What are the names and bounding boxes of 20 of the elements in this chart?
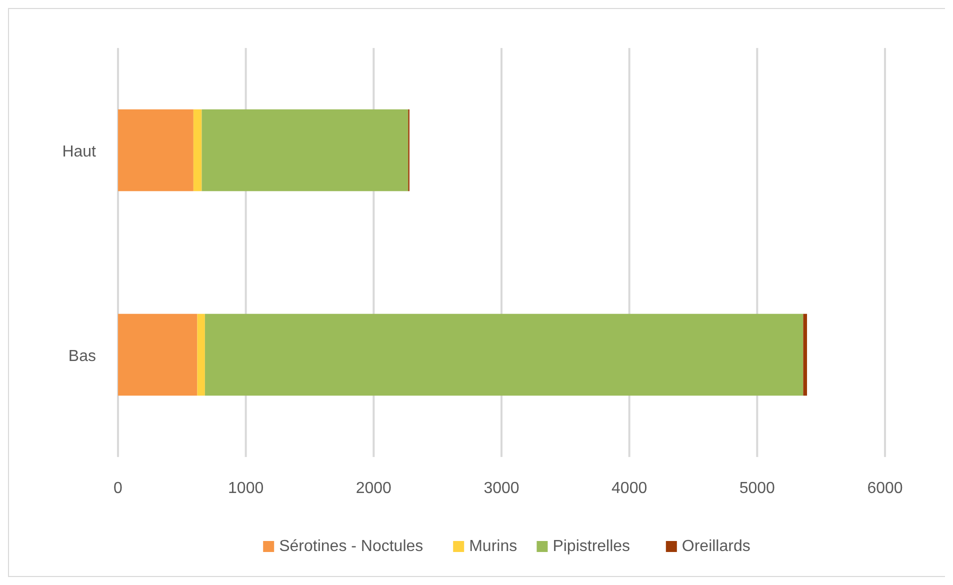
y-tick-label: Bas — [68, 348, 96, 365]
bar — [118, 109, 194, 192]
legend-label: Pipistrelles — [552, 538, 630, 555]
bar — [202, 109, 408, 192]
bar — [803, 314, 808, 396]
y-tick-label: Haut — [62, 143, 97, 160]
x-tick-label: 1000 — [228, 480, 264, 497]
bar — [204, 314, 804, 396]
x-tick-label: 4000 — [612, 480, 648, 497]
x-tick-label: 6000 — [867, 480, 903, 497]
x-tick-label: 2000 — [356, 480, 392, 497]
x-tick-label: 5000 — [739, 480, 776, 497]
bar — [118, 314, 198, 396]
legend-label: Oreillards — [682, 538, 750, 555]
bar — [197, 314, 205, 396]
legend-label: Sérotines - Noctules — [279, 538, 424, 555]
bar — [193, 109, 202, 192]
x-tick-label: 3000 — [484, 480, 520, 497]
legend-label: Murins — [469, 538, 518, 555]
x-tick-label: 0 — [114, 480, 123, 497]
